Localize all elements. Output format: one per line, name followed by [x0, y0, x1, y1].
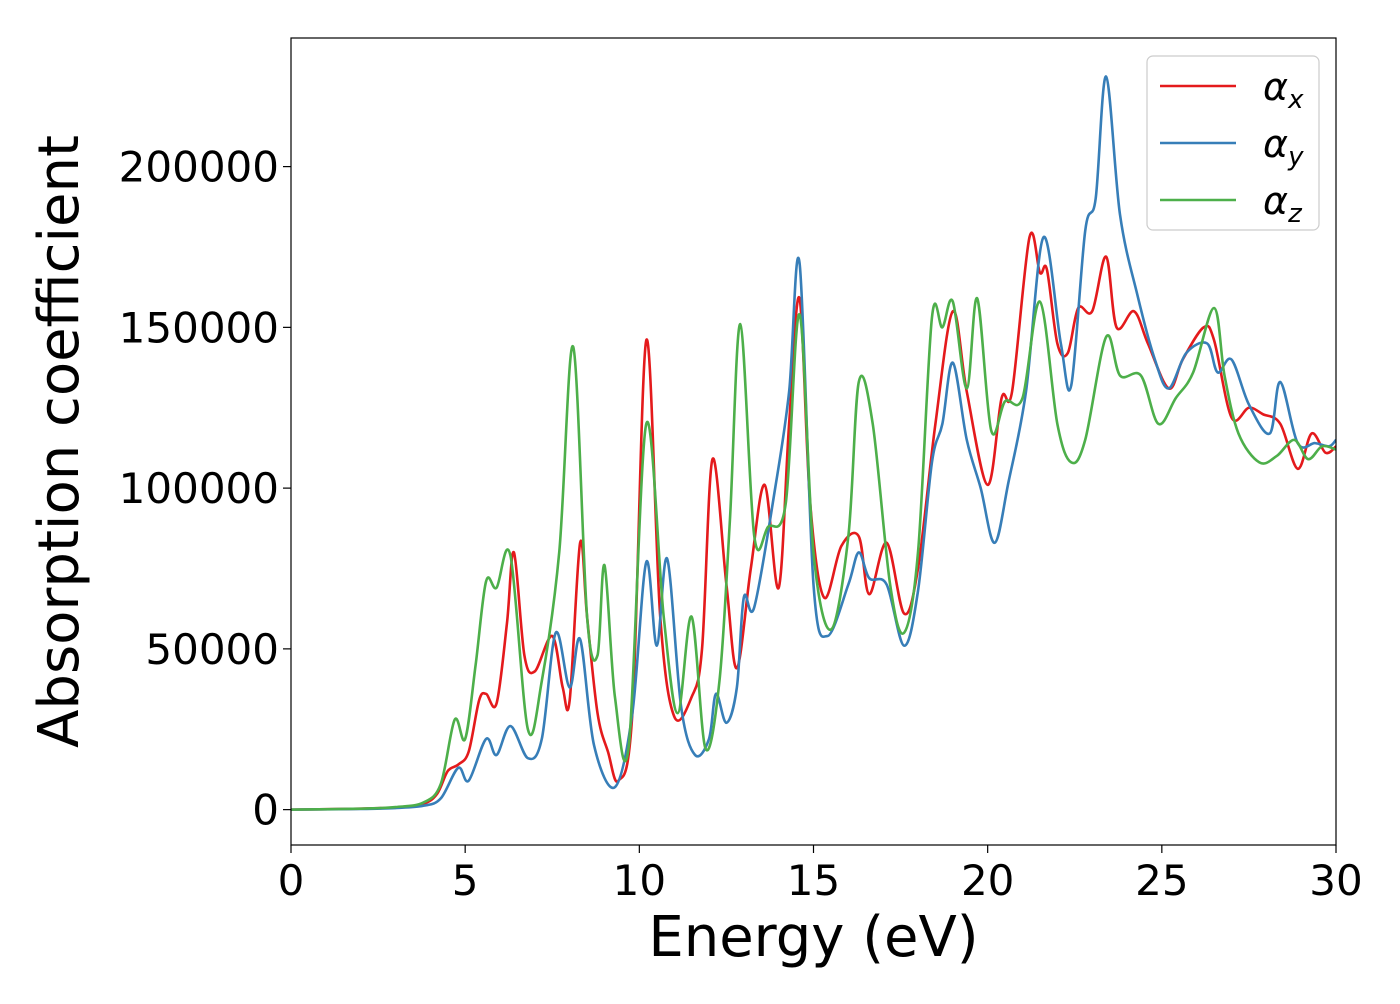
x-tick-label: 25: [1135, 856, 1188, 905]
legend-item-y: αy: [1160, 122, 1304, 172]
y-axis-ticks: 0 50000 100000 150000 200000: [119, 143, 291, 835]
y-tick-label: 0: [252, 786, 279, 835]
legend-label: αz: [1263, 179, 1303, 229]
x-tick-label: 0: [278, 856, 305, 905]
y-tick-label: 100000: [119, 464, 279, 513]
y-axis-label: Absorption coefficient: [27, 135, 92, 748]
x-tick-label: 10: [613, 856, 666, 905]
x-tick-label: 30: [1309, 856, 1362, 905]
x-axis-ticks: 0 5 10 15 20 25 30: [278, 845, 1363, 905]
legend-label: αy: [1263, 122, 1304, 172]
legend-item-x: αx: [1160, 65, 1304, 115]
series-line-x: [291, 231, 1336, 811]
series-layer: [291, 75, 1336, 811]
legend-item-z: αz: [1160, 179, 1303, 229]
x-tick-label: 20: [961, 856, 1014, 905]
x-tick-label: 15: [787, 856, 840, 905]
y-tick-label: 50000: [145, 625, 279, 674]
legend-label: αx: [1263, 65, 1304, 115]
series-line-z: [291, 297, 1336, 811]
y-tick-label: 150000: [119, 303, 279, 352]
legend: αx αy αz: [1146, 55, 1320, 231]
y-tick-label: 200000: [119, 143, 279, 192]
x-axis-label: Energy (eV): [648, 905, 978, 970]
x-tick-label: 5: [452, 856, 479, 905]
